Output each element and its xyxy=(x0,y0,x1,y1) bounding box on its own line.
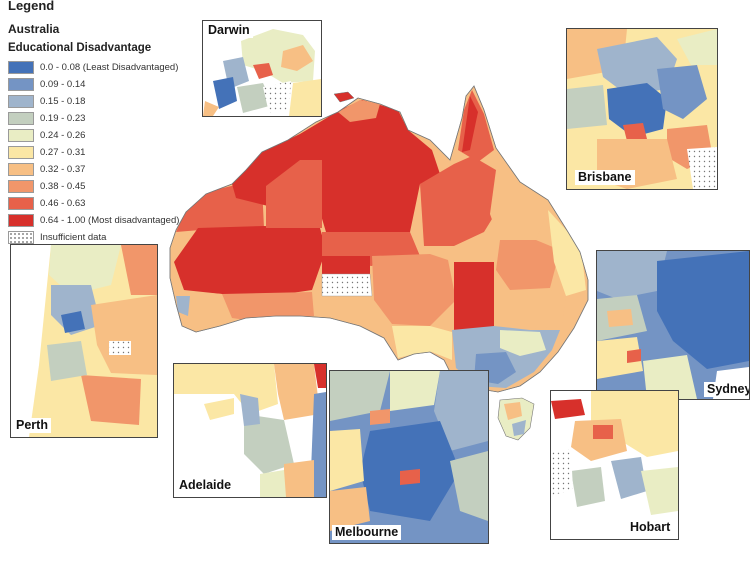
legend-item: 0.46 - 0.63 xyxy=(8,195,198,212)
region-riverina xyxy=(500,330,546,356)
legend-swatch xyxy=(8,78,34,91)
tasmania xyxy=(497,397,535,441)
legend-swatch xyxy=(8,163,34,176)
inset-label-darwin: Darwin xyxy=(205,23,253,38)
region-sa-south xyxy=(392,326,452,360)
legend-item: 0.0 - 0.08 (Least Disadvantaged) xyxy=(8,59,198,76)
legend-swatch xyxy=(8,61,34,74)
inset-label-brisbane: Brisbane xyxy=(575,170,635,185)
inset-melbourne: Melbourne xyxy=(329,370,489,544)
melbourne-map xyxy=(330,371,488,543)
sydney-map xyxy=(597,251,749,399)
legend-item: 0.15 - 0.18 xyxy=(8,93,198,110)
region-wa-goldfields xyxy=(222,292,314,320)
region-apy xyxy=(322,256,370,274)
legend-item: 0.27 - 0.31 xyxy=(8,144,198,161)
legend-items: 0.0 - 0.08 (Least Disadvantaged) 0.09 - … xyxy=(8,59,198,246)
inset-adelaide: Adelaide xyxy=(173,363,327,498)
legend-swatch xyxy=(8,180,34,193)
legend-swatch-insufficient xyxy=(8,231,34,244)
darwin-map xyxy=(203,21,321,116)
perth-map xyxy=(11,245,157,437)
region-pilbara xyxy=(266,160,322,228)
legend-swatch xyxy=(8,95,34,108)
region-qld-central xyxy=(490,170,548,242)
region-insufficient-data xyxy=(321,273,373,297)
tiwi-islands xyxy=(333,91,355,103)
hobart-map xyxy=(551,391,678,539)
inset-perth: Perth xyxy=(10,244,158,438)
inset-label-hobart: Hobart xyxy=(627,520,674,535)
legend-item: 0.38 - 0.45 xyxy=(8,178,198,195)
adelaide-map xyxy=(174,364,326,497)
inset-brisbane: Brisbane xyxy=(566,28,718,190)
australia-mainland xyxy=(169,85,589,393)
legend-region: Australia xyxy=(8,22,60,36)
legend-item: 0.64 - 1.00 (Most disadvantaged) xyxy=(8,212,198,229)
inset-label-adelaide: Adelaide xyxy=(176,478,235,493)
legend-item: 0.32 - 0.37 xyxy=(8,161,198,178)
region-qld-mid xyxy=(496,240,560,290)
region-central-west xyxy=(174,226,326,298)
region-queensland-west xyxy=(420,156,500,246)
legend-measure: Educational Disadvantage xyxy=(8,42,152,54)
region-nsw-west xyxy=(454,262,494,330)
region-perth-area xyxy=(176,296,190,316)
inset-sydney: Sydney xyxy=(596,250,750,400)
legend-item: 0.19 - 0.23 xyxy=(8,110,198,127)
region-nt-top xyxy=(338,100,380,122)
region-nsw-east xyxy=(494,290,566,330)
legend-item: 0.09 - 0.14 xyxy=(8,76,198,93)
legend-title: Legend xyxy=(8,0,55,13)
region-cape-tip xyxy=(462,96,478,152)
legend-swatch xyxy=(8,146,34,159)
inset-hobart: Hobart xyxy=(550,390,679,540)
legend-swatch xyxy=(8,197,34,210)
inset-label-perth: Perth xyxy=(13,418,51,433)
legend-swatch xyxy=(8,112,34,125)
map-legend: Legend Australia Educational Disadvantag… xyxy=(8,0,198,246)
inset-label-melbourne: Melbourne xyxy=(332,525,402,540)
legend-item: 0.24 - 0.26 xyxy=(8,127,198,144)
inset-label-sydney: Sydney xyxy=(704,382,749,397)
region-sa-interior xyxy=(372,254,456,326)
inset-darwin: Darwin xyxy=(202,20,322,117)
legend-swatch xyxy=(8,129,34,142)
brisbane-map xyxy=(567,29,717,189)
legend-item: Insufficient data xyxy=(8,229,198,246)
region-east-coast xyxy=(548,210,586,296)
legend-swatch xyxy=(8,214,34,227)
